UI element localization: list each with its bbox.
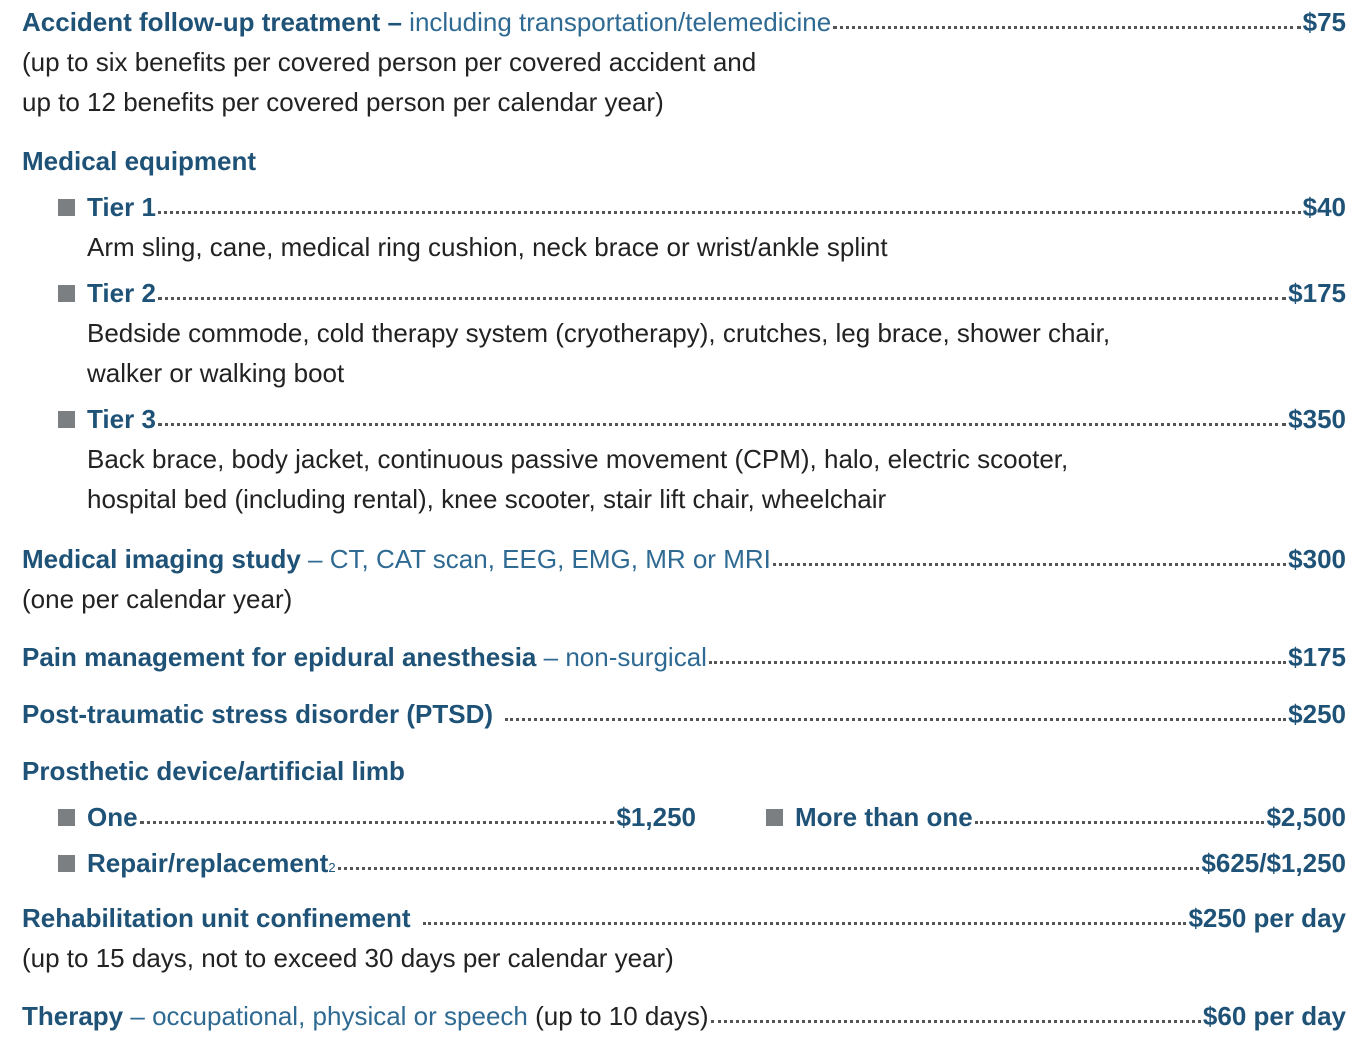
- tier-1-amount: $40: [1302, 192, 1346, 222]
- prosthetic-one: One $1,250: [58, 797, 696, 837]
- tier-3-label: Tier 3: [87, 404, 156, 434]
- therapy-amount: $60 per day: [1202, 1001, 1346, 1031]
- pain-title: Pain management for epidural anesthesia: [22, 642, 537, 672]
- square-bullet-icon: [58, 411, 75, 428]
- prosthetic-heading: Prosthetic device/artificial limb: [22, 756, 405, 786]
- dot-leader: [422, 920, 1187, 925]
- ptsd-section: Post-traumatic stress disorder (PTSD) $2…: [22, 694, 1346, 734]
- accident-note-1: (up to six benefits per covered person p…: [22, 47, 757, 77]
- square-bullet-icon: [58, 809, 75, 826]
- tier-3-row: Tier 3 $350: [58, 399, 1346, 439]
- accident-section: Accident follow-up treatment – including…: [22, 2, 1346, 122]
- prosthetic-section: Prosthetic device/artificial limb One $1…: [22, 751, 1346, 883]
- dot-leader: [833, 24, 1301, 29]
- accident-amount: $75: [1302, 7, 1346, 37]
- tier-1-label: Tier 1: [87, 192, 156, 222]
- therapy-detail: occupational, physical or speech: [152, 1001, 528, 1031]
- pain-dash: –: [536, 642, 566, 672]
- dot-leader: [772, 561, 1287, 566]
- accident-note-2: up to 12 benefits per covered person per…: [22, 87, 664, 117]
- dot-leader: [157, 295, 1287, 300]
- rehab-row: Rehabilitation unit confinement $250 per…: [22, 898, 1346, 938]
- prosthetic-more: More than one $2,500: [766, 797, 1346, 837]
- therapy-dash: –: [123, 1001, 153, 1031]
- dot-leader: [974, 819, 1265, 824]
- dot-leader: [157, 421, 1287, 426]
- prosthetic-one-label: One: [87, 802, 138, 832]
- rehab-amount: $250 per day: [1188, 903, 1346, 933]
- tier-1-row: Tier 1 $40: [58, 187, 1346, 227]
- prosthetic-repair-row: Repair/replacement 2 $625/$1,250: [58, 843, 1346, 883]
- rehab-note: (up to 15 days, not to exceed 30 days pe…: [22, 943, 674, 973]
- accident-title: Accident follow-up treatment: [22, 7, 381, 37]
- prosthetic-repair-label: Repair/replacement: [87, 848, 329, 878]
- tier-2-desc-line-1: Bedside commode, cold therapy system (cr…: [87, 318, 1111, 348]
- tier-1-desc: Arm sling, cane, medical ring cushion, n…: [87, 232, 888, 262]
- pain-section: Pain management for epidural anesthesia …: [22, 637, 1346, 677]
- tier-3-desc-line-1: Back brace, body jacket, continuous pass…: [87, 444, 1069, 474]
- pain-detail: non-surgical: [565, 642, 707, 672]
- imaging-dash: –: [300, 544, 330, 574]
- ptsd-row: Post-traumatic stress disorder (PTSD) $2…: [22, 694, 1346, 734]
- dot-leader: [337, 865, 1200, 870]
- accident-row: Accident follow-up treatment – including…: [22, 2, 1346, 42]
- dot-leader: [157, 209, 1301, 214]
- tier-3-amount: $350: [1288, 404, 1346, 434]
- imaging-detail: CT, CAT scan, EEG, EMG, MR or MRI: [329, 544, 771, 574]
- therapy-paren: (up to 10 days): [527, 1001, 709, 1031]
- rehab-section: Rehabilitation unit confinement $250 per…: [22, 898, 1346, 978]
- tier-2-amount: $175: [1288, 278, 1346, 308]
- imaging-section: Medical imaging study – CT, CAT scan, EE…: [22, 539, 1346, 619]
- imaging-row: Medical imaging study – CT, CAT scan, EE…: [22, 539, 1346, 579]
- dot-leader: [505, 716, 1287, 721]
- equipment-section: Medical equipment Tier 1 $40 Arm sling, …: [22, 141, 1346, 519]
- imaging-note: (one per calendar year): [22, 584, 293, 614]
- prosthetic-one-amount: $1,250: [616, 802, 696, 832]
- square-bullet-icon: [766, 809, 783, 826]
- equipment-heading: Medical equipment: [22, 146, 257, 176]
- prosthetic-options-row: One $1,250 More than one $2,500: [22, 797, 1346, 837]
- dot-leader: [139, 819, 615, 824]
- square-bullet-icon: [58, 199, 75, 216]
- tier-2-desc-line-2: walker or walking boot: [87, 358, 345, 388]
- imaging-title: Medical imaging study: [22, 544, 301, 574]
- therapy-row: Therapy – occupational, physical or spee…: [22, 996, 1346, 1036]
- square-bullet-icon: [58, 285, 75, 302]
- ptsd-amount: $250: [1288, 699, 1346, 729]
- imaging-amount: $300: [1288, 544, 1346, 574]
- accident-detail: including transportation/telemedicine: [409, 7, 832, 37]
- tier-3-desc-line-2: hospital bed (including rental), knee sc…: [87, 484, 887, 514]
- tier-2-label: Tier 2: [87, 278, 156, 308]
- dot-leader: [710, 1018, 1201, 1023]
- prosthetic-repair-amount: $625/$1,250: [1201, 848, 1346, 878]
- rehab-title: Rehabilitation unit confinement: [22, 903, 411, 933]
- prosthetic-more-amount: $2,500: [1266, 802, 1346, 832]
- prosthetic-more-label: More than one: [795, 802, 973, 832]
- pain-amount: $175: [1288, 642, 1346, 672]
- ptsd-title: Post-traumatic stress disorder (PTSD): [22, 699, 494, 729]
- square-bullet-icon: [58, 855, 75, 872]
- therapy-title: Therapy: [22, 1001, 124, 1031]
- accident-dash: –: [380, 7, 410, 37]
- pain-row: Pain management for epidural anesthesia …: [22, 637, 1346, 677]
- tier-2-row: Tier 2 $175: [58, 273, 1346, 313]
- dot-leader: [708, 659, 1287, 664]
- therapy-section: Therapy – occupational, physical or spee…: [22, 996, 1346, 1036]
